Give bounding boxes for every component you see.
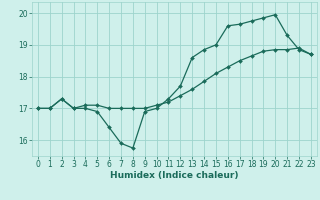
X-axis label: Humidex (Indice chaleur): Humidex (Indice chaleur) bbox=[110, 171, 239, 180]
